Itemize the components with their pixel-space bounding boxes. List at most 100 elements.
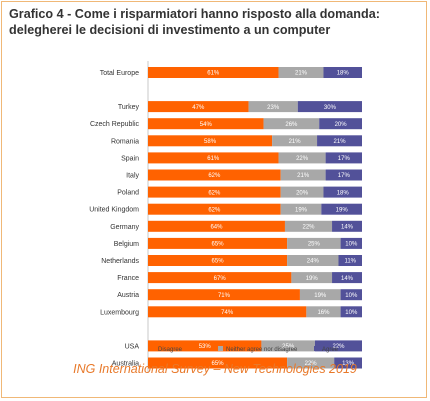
- category-label: Czech Republic: [90, 121, 140, 128]
- data-label: 19%: [314, 293, 327, 299]
- data-label: 62%: [208, 207, 221, 213]
- bar-segment: [280, 203, 322, 215]
- data-label: 61%: [207, 156, 220, 162]
- bar-segment: [148, 340, 262, 352]
- category-label: Turkey: [118, 104, 140, 111]
- bar-segment: [272, 135, 318, 147]
- data-label: 24%: [307, 259, 320, 265]
- bar-segment: [263, 118, 320, 130]
- data-label: 71%: [218, 293, 231, 299]
- legend-swatch: [314, 346, 319, 351]
- bar-segment: [148, 135, 273, 147]
- bar-segment: [291, 272, 333, 284]
- data-label: 22%: [296, 156, 309, 162]
- bar-segment: [280, 186, 324, 198]
- bar-segment: [248, 101, 298, 113]
- category-label: Total Europe: [100, 70, 139, 77]
- bar-segment: [325, 152, 362, 164]
- bar-segment: [332, 220, 362, 232]
- legend-label: Disagree: [158, 347, 183, 353]
- category-label: Austria: [117, 292, 139, 299]
- data-label: 23%: [267, 105, 280, 111]
- data-label: 17%: [338, 173, 351, 179]
- category-label: Germany: [110, 224, 139, 231]
- category-label: Luxembourg: [100, 309, 139, 316]
- bar-segment: [280, 169, 326, 181]
- category-label: USA: [125, 343, 140, 350]
- category-label: Netherlands: [101, 258, 139, 265]
- bar-segment: [321, 203, 362, 215]
- category-label: United Kingdom: [89, 207, 139, 214]
- data-label: 22%: [305, 361, 318, 367]
- bar-segment: [338, 255, 362, 266]
- bar-segment: [287, 357, 335, 369]
- data-label: 65%: [212, 361, 225, 367]
- bar-segment: [148, 220, 285, 232]
- bar-segment: [284, 220, 333, 232]
- data-label: 67%: [214, 276, 227, 282]
- data-label: 26%: [285, 122, 298, 128]
- data-label: 10%: [345, 293, 358, 299]
- data-label: 16%: [317, 310, 330, 316]
- category-label: Poland: [117, 190, 139, 197]
- bar-segment: [148, 169, 281, 181]
- category-label: Belgium: [114, 241, 139, 248]
- bar-segment: [278, 67, 324, 78]
- data-label: 13%: [342, 361, 355, 367]
- bar-segment: [314, 340, 362, 352]
- data-label: 74%: [221, 310, 234, 316]
- bar-segment: [287, 255, 339, 266]
- category-label: Romania: [111, 138, 139, 145]
- category-label: Spain: [121, 155, 139, 162]
- bar-segment: [319, 118, 362, 130]
- data-label: 21%: [289, 139, 302, 145]
- data-label: 62%: [208, 173, 221, 179]
- data-label: 22%: [332, 344, 345, 350]
- data-label: 21%: [334, 139, 347, 145]
- data-label: 54%: [200, 122, 213, 128]
- data-label: 58%: [204, 139, 217, 145]
- bar-segment: [148, 357, 288, 369]
- bar-segment: [340, 289, 362, 301]
- data-label: 61%: [207, 71, 220, 77]
- legend-label: Agree: [322, 347, 339, 353]
- legend-label: Neither agree nor disagree: [226, 347, 298, 353]
- bar-segment: [299, 289, 341, 301]
- bar-segment: [261, 340, 315, 352]
- data-label: 65%: [212, 259, 225, 265]
- bar-segment: [323, 67, 362, 78]
- bar-segment: [148, 237, 288, 249]
- data-label: 14%: [341, 225, 354, 231]
- bar-segment: [148, 255, 288, 266]
- data-label: 30%: [324, 105, 337, 111]
- bar-segment: [317, 135, 362, 147]
- bar-segment: [287, 237, 341, 249]
- footer-source: ING International Survey – New Technolog…: [73, 362, 357, 376]
- chart-title: Grafico 4 - Come i risparmiatori hanno r…: [9, 7, 380, 37]
- bar-segment: [325, 169, 362, 181]
- bar-segment: [306, 306, 341, 318]
- bar-segment: [278, 152, 326, 164]
- data-label: 20%: [335, 122, 348, 128]
- legend-swatch: [218, 346, 223, 351]
- bar-segment: [334, 357, 362, 369]
- bar-segment: [148, 289, 300, 301]
- data-label: 21%: [297, 173, 310, 179]
- data-label: 10%: [345, 242, 358, 248]
- bar-segment: [340, 306, 362, 318]
- bar-segment: [323, 186, 362, 198]
- data-label: 47%: [192, 105, 205, 111]
- bar-segment: [340, 237, 362, 249]
- category-label: Italy: [126, 173, 139, 180]
- data-label: 10%: [345, 310, 358, 316]
- bar-segment: [148, 306, 307, 318]
- bar-segment: [148, 152, 279, 164]
- data-label: 20%: [296, 190, 309, 196]
- data-label: 25%: [282, 344, 295, 350]
- category-label: France: [117, 275, 139, 282]
- bar-segment: [148, 272, 292, 284]
- legend-swatch: [150, 346, 155, 351]
- bar-segment: [148, 67, 279, 78]
- data-label: 14%: [341, 276, 354, 282]
